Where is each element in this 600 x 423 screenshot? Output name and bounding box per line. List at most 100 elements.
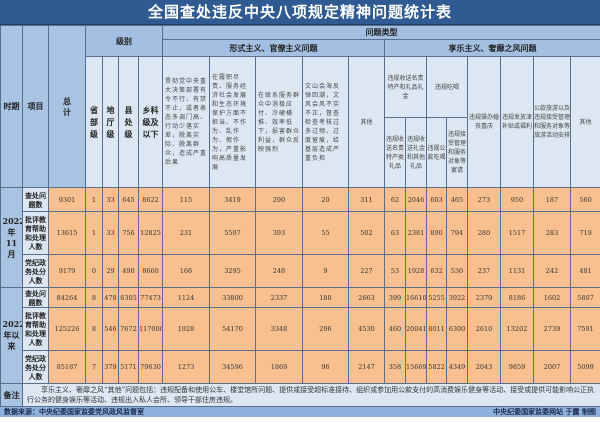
value-cell: 96 xyxy=(302,350,349,384)
value-cell: 125226 xyxy=(48,307,86,351)
hedonism-header: 享乐主义、奢靡之风问题 xyxy=(383,39,600,57)
value-cell: 8186 xyxy=(500,287,534,308)
value-cell: 8 xyxy=(85,307,103,351)
value-cell: 187 xyxy=(533,187,571,212)
value-cell: 560 xyxy=(569,187,600,212)
level-header: 级别 xyxy=(85,25,163,57)
value-cell: 530 xyxy=(446,254,468,288)
value-cell: 0 xyxy=(85,254,103,288)
period-cell: 2022年11月 xyxy=(0,187,23,288)
value-cell: 632 xyxy=(426,254,447,288)
value-cell: 756 xyxy=(118,211,139,255)
value-cell: 3348 xyxy=(255,307,303,351)
value-cell: 2046 xyxy=(405,187,427,212)
hedonism-col-other: 其他 xyxy=(569,56,600,188)
value-cell: 53 xyxy=(384,254,406,288)
total-header-label: 总计 xyxy=(63,95,71,117)
hedonism-col-weddings: 违规操办婚丧喜庆 xyxy=(467,56,501,188)
value-cell: 645 xyxy=(118,187,139,212)
dining-col-2: 违规接受管理和服务对象等宴请 xyxy=(446,117,468,188)
value-cell: 7672 xyxy=(118,307,139,351)
problem-type-header: 问题类型 xyxy=(161,25,600,40)
value-cell: 950 xyxy=(500,187,534,212)
note-text: 享乐主义、奢靡之风“其他”问题包括：违规配备和使用公车、楼堂馆所问题、提供或接受… xyxy=(21,383,600,407)
item-cell: 查处问题数 xyxy=(22,187,49,212)
level-prefectural: 地厅级 xyxy=(102,56,119,188)
value-cell: 465 xyxy=(446,187,468,212)
value-cell: 117000 xyxy=(138,307,163,351)
formalism-col-1: 贯彻党中央重大决策部署有令不行、有禁不止，或者表态多调门高、行动少落实差，脱离实… xyxy=(162,56,210,188)
table-row: 2022年以来查处问题数8426484786305774731124338002… xyxy=(0,287,600,384)
table-row: 批评教育帮助和处理人数 13615 1 33 756 12825 231 5507 393 55 5… xyxy=(1,211,600,255)
item-cell: 批评教育帮助和处理人数 xyxy=(22,211,49,255)
value-cell: 8011 xyxy=(426,307,447,351)
value-cell: 393 xyxy=(255,211,303,255)
value-cell: 273 xyxy=(467,187,501,212)
dining-group-header: 违规吃喝 xyxy=(426,56,468,118)
value-cell: 20 xyxy=(302,187,349,212)
value-cell: 502 xyxy=(348,211,385,255)
value-cell: 5171 xyxy=(118,350,139,384)
value-cell: 1928 xyxy=(405,254,427,288)
gifts-col-2: 违规收送礼金和其他礼品 xyxy=(405,117,427,188)
value-cell: 12825 xyxy=(138,211,163,255)
value-cell: 2739 xyxy=(533,307,571,351)
value-cell: 1273 xyxy=(162,350,210,384)
value-cell: 9 xyxy=(302,254,349,288)
value-cell: 379 xyxy=(102,350,119,384)
value-cell: 29 xyxy=(102,254,119,288)
value-cell: 7 xyxy=(85,350,103,384)
value-cell: 115 xyxy=(162,187,210,212)
value-cell: 9179 xyxy=(48,254,86,288)
dining-col-1: 违规公款吃喝 xyxy=(426,117,447,188)
level-township: 乡科级及以下 xyxy=(138,56,163,188)
value-cell: 20041 xyxy=(405,307,427,351)
value-cell: 33800 xyxy=(209,287,256,308)
level-provincial: 省部级 xyxy=(85,56,103,188)
value-cell: 4530 xyxy=(348,307,385,351)
item-cell: 党纪政务处分人数 xyxy=(22,350,49,384)
value-cell: 15669 xyxy=(405,350,427,384)
data-source: 数据来源：中央纪委国家监委党风政风监督室 xyxy=(4,407,144,416)
value-cell: 603 xyxy=(426,187,447,212)
value-cell: 2381 xyxy=(405,211,427,255)
value-cell: 227 xyxy=(348,254,385,288)
value-cell: 719 xyxy=(569,211,600,255)
item-cell: 党纪政务处分人数 xyxy=(22,254,49,288)
value-cell: 84264 xyxy=(48,287,86,308)
value-cell: 166 xyxy=(162,254,210,288)
value-cell: 5807 xyxy=(569,287,600,308)
note-label: 备注 xyxy=(0,383,23,407)
value-cell: 5099 xyxy=(569,350,600,384)
value-cell: 16610 xyxy=(405,287,427,308)
table-row: 党纪政务处分人数 85187 7 379 5171 79630 1273 34596 1869 9… xyxy=(1,350,600,384)
formalism-col-2: 在履职尽责、服务经济社会发展和生态环境保护方面不担当、不作为、乱作为、假作为，严… xyxy=(209,56,256,188)
gifts-col-1: 违规收送名贵特产类礼品 xyxy=(384,117,406,188)
value-cell: 890 xyxy=(426,211,447,255)
value-cell: 33 xyxy=(102,211,119,255)
hedonism-col-subsidies: 违规发放津补贴或福利 xyxy=(500,56,534,188)
value-cell: 5507 xyxy=(209,211,256,255)
value-cell: 546 xyxy=(102,307,119,351)
value-cell: 6305 xyxy=(118,287,139,308)
value-cell: 794 xyxy=(446,211,468,255)
value-cell: 5822 xyxy=(426,350,447,384)
value-cell: 1131 xyxy=(500,254,534,288)
value-cell: 2337 xyxy=(255,287,303,308)
value-cell: 3922 xyxy=(446,287,468,308)
table-row: 批评教育帮助和处理人数 125226 8 546 7672 117000 1928 54170… xyxy=(1,307,600,351)
value-cell: 54170 xyxy=(209,307,256,351)
value-cell: 5255 xyxy=(426,287,447,308)
value-cell: 237 xyxy=(467,254,501,288)
value-cell: 13202 xyxy=(500,307,534,351)
value-cell: 180 xyxy=(302,287,349,308)
value-cell: 2610 xyxy=(467,307,501,351)
value-cell: 1 xyxy=(85,211,103,255)
value-cell: 7591 xyxy=(569,307,600,351)
value-cell: 1 xyxy=(85,187,103,212)
value-cell: 490 xyxy=(118,254,139,288)
value-cell: 8660 xyxy=(138,254,163,288)
value-cell: 1928 xyxy=(162,307,210,351)
formalism-col-4: 文山会海反弹回潮，文风会风不实不正，督查检查考核过多过频、过度留痕，给基层造成严… xyxy=(302,56,349,188)
period-label: 2022年以来 xyxy=(2,319,22,351)
